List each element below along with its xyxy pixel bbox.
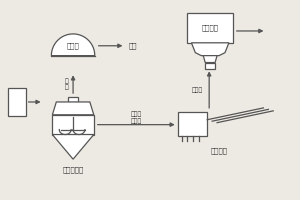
Text: 共发酵
混合液: 共发酵 混合液 — [130, 112, 142, 124]
Text: 甲烷: 甲烷 — [128, 42, 137, 49]
Bar — [8, 88, 26, 116]
Text: 脱水液: 脱水液 — [192, 87, 203, 93]
Polygon shape — [52, 135, 94, 159]
Bar — [178, 112, 207, 136]
Bar — [188, 13, 233, 43]
Polygon shape — [203, 56, 217, 63]
Text: 污泥脱水: 污泥脱水 — [211, 147, 227, 154]
Polygon shape — [191, 43, 229, 56]
Text: 氨磷回收: 氨磷回收 — [202, 25, 219, 31]
Text: 沼
气: 沼 气 — [64, 78, 68, 90]
Bar — [205, 63, 215, 69]
Polygon shape — [52, 115, 94, 135]
Polygon shape — [68, 97, 78, 102]
Polygon shape — [51, 34, 95, 56]
Text: 储气罐: 储气罐 — [67, 42, 80, 49]
Polygon shape — [52, 102, 94, 115]
Text: 厌氧发酵罐: 厌氧发酵罐 — [62, 166, 84, 173]
